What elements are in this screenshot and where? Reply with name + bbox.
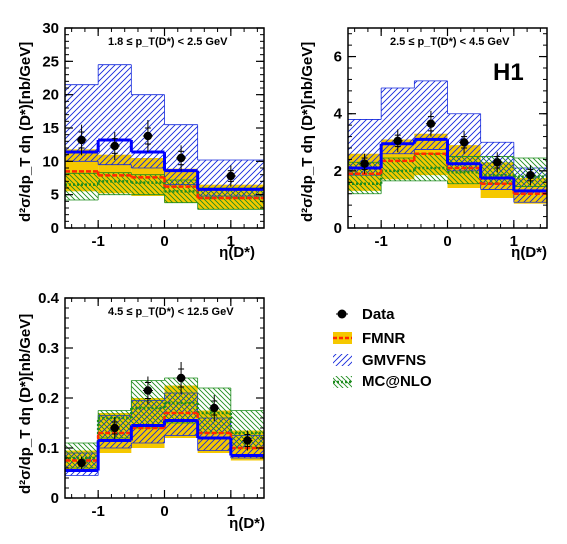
- mcnlo-band-bin-1: [98, 172, 132, 195]
- legend-fmnr-marker: [333, 332, 352, 344]
- y-tick-label-0: 0: [51, 490, 59, 507]
- panel-2-title: 2.5 ≤ p_T(D*) < 4.5 GeV: [390, 36, 510, 48]
- panel-1-plot-layer: [65, 64, 264, 210]
- panel-3-y-label: d²σ/dp_T dη (D*)[nb/GeV]: [17, 314, 34, 494]
- data-point-4: [493, 158, 502, 167]
- data-point-3: [176, 153, 186, 163]
- x-tick-label-0: -1: [374, 233, 387, 250]
- y-tick-label-5: 25: [42, 53, 59, 70]
- x-tick-label-1: 0: [160, 233, 168, 250]
- y-tick-label-2: 4: [334, 106, 343, 123]
- data-point-2: [143, 386, 153, 395]
- panel-1-x-label: η(D*): [219, 244, 255, 261]
- x-tick-label-1: 0: [443, 233, 451, 250]
- panel-2: 2.5 ≤ p_T(D*) < 4.5 GeV H1 d²σ/dp_T dη (…: [299, 27, 548, 261]
- panel-2-y-label: d²σ/dp_T dη (D*)[nb/GeV]: [299, 42, 316, 222]
- y-tick-label-2: 0.2: [38, 390, 59, 407]
- panel-3-plot-layer: [65, 362, 264, 476]
- panel-2-x-label: η(D*): [511, 244, 547, 261]
- x-tick-label-1: 0: [160, 503, 168, 520]
- legend-gmvfns-label: GMVFNS: [362, 352, 426, 369]
- panel-1-y-label: d²σ/dp_T dη (D*)[nb/GeV]: [17, 42, 34, 222]
- data-point-3: [176, 373, 186, 383]
- data-point-1: [110, 141, 119, 151]
- legend: Data FMNR GMVFNS MC@NLO: [333, 306, 432, 390]
- data-point-0: [77, 135, 86, 145]
- data-point-4: [210, 403, 219, 413]
- data-point-4: [226, 171, 236, 181]
- y-tick-label-4: 20: [42, 87, 59, 104]
- experiment-label: H1: [493, 59, 524, 86]
- x-tick-label-0: -1: [91, 503, 104, 520]
- x-tick-label-2: 1: [227, 233, 235, 250]
- data-point-1: [110, 423, 119, 433]
- mcnlo-band-bin-2: [131, 174, 165, 195]
- panel-1: 1.8 ≤ p_T(D*) < 2.5 GeV d²σ/dp_T dη (D*)…: [17, 20, 265, 261]
- y-tick-label-1: 0.1: [38, 440, 59, 457]
- y-tick-label-0: 0: [334, 220, 342, 237]
- y-tick-label-1: 2: [334, 163, 342, 180]
- legend-data-label: Data: [362, 306, 395, 323]
- data-point-2: [143, 131, 153, 141]
- mcnlo-band-bin-1: [381, 158, 415, 181]
- panel-3-x-label: η(D*): [229, 515, 265, 532]
- y-tick-label-3: 15: [42, 120, 59, 137]
- data-point-5: [526, 170, 535, 180]
- x-tick-label-2: 1: [510, 233, 518, 250]
- x-tick-label-2: 1: [227, 503, 235, 520]
- legend-mcnlo-label: MC@NLO: [362, 373, 432, 390]
- x-tick-label-0: -1: [91, 233, 104, 250]
- panel-1-title: 1.8 ≤ p_T(D*) < 2.5 GeV: [108, 36, 228, 48]
- data-point-1: [393, 136, 402, 146]
- data-point-0: [360, 159, 369, 168]
- legend-fmnr-label: FMNR: [362, 330, 405, 347]
- y-tick-label-2: 10: [42, 153, 59, 170]
- y-tick-label-3: 0.3: [38, 340, 59, 357]
- panel-3: 4.5 ≤ p_T(D*) < 12.5 GeV d²σ/dp_T dη (D*…: [17, 290, 265, 532]
- legend-gmvfns-marker: [333, 354, 352, 366]
- y-tick-label-3: 6: [334, 49, 342, 66]
- panel-2-plot-layer: [348, 80, 547, 204]
- panel-3-ticks: -1 0 1 0 0.1 0.2 0.3 0.4: [38, 290, 264, 520]
- mcnlo-band-bin-0: [65, 173, 99, 200]
- data-point-2: [426, 119, 436, 128]
- panel-2-ticks: -1 0 1 0 2 4 6: [334, 28, 547, 250]
- y-tick-label-4: 0.4: [38, 290, 60, 307]
- data-point-0: [77, 458, 86, 468]
- legend-data-marker: [336, 309, 348, 319]
- panel-3-title: 4.5 ≤ p_T(D*) < 12.5 GeV: [108, 306, 234, 318]
- y-tick-label-0: 0: [51, 220, 59, 237]
- data-point-5: [243, 436, 252, 445]
- mcnlo-band-bin-3: [447, 156, 481, 184]
- legend-mcnlo-marker: [333, 376, 352, 388]
- y-tick-label-6: 30: [42, 20, 59, 37]
- data-point-3: [459, 138, 469, 147]
- y-tick-label-1: 5: [51, 187, 59, 204]
